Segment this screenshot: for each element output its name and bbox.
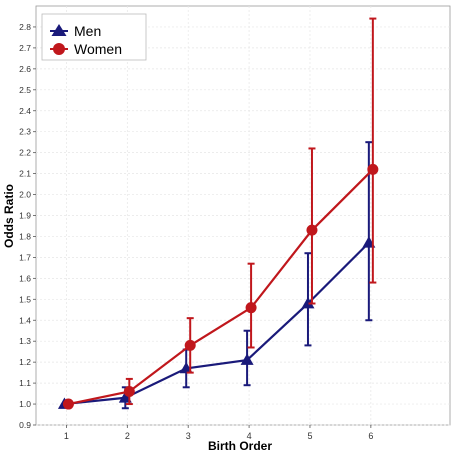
y-tick-label: 2.8 [19,22,31,32]
y-tick-label: 2.6 [19,64,31,74]
data-point [240,353,254,365]
data-point [62,398,74,410]
data-point [123,385,135,397]
y-tick-label: 1.3 [19,336,31,346]
y-tick-label: 1.8 [19,231,31,241]
data-point [367,163,379,175]
x-tick-label: 4 [247,431,252,441]
x-tick-label: 6 [368,431,373,441]
series-line [68,168,374,406]
data-point [306,224,318,236]
legend-label: Women [74,41,122,57]
y-tick-label: 1.0 [19,399,31,409]
series-women [62,17,379,410]
x-axis-title: Birth Order [208,439,272,453]
y-tick-label: 1.9 [19,211,31,221]
legend-triangle-marker [51,24,67,36]
y-tick-label: 1.6 [19,273,31,283]
y-tick-label: 2.1 [19,169,31,179]
series-line [64,241,370,406]
data-point [245,302,257,314]
y-tick-label: 1.1 [19,378,31,388]
y-tick-label: 1.2 [19,357,31,367]
y-tick-label: 0.9 [19,420,31,430]
legend: Men Women [41,13,147,61]
x-tick-label: 1 [64,431,69,441]
data-point [184,339,196,351]
grid-lines [36,6,450,426]
data-point [301,296,315,309]
legend-label: Men [74,23,101,39]
y-tick-label: 1.4 [19,315,31,325]
x-tick-label: 5 [307,431,312,441]
y-tick-label: 2.4 [19,106,31,116]
y-tick-label: 2.3 [19,127,31,137]
legend-item-women: Women [50,41,122,57]
y-tick-label: 1.7 [19,252,31,262]
y-axis-title: Odds Ratio [2,184,16,248]
y-tick-label: 2.0 [19,190,31,200]
legend-circle-marker [53,43,65,55]
y-tick-label: 2.7 [19,43,31,53]
y-tick-label: 2.2 [19,148,31,158]
x-tick-label: 3 [186,431,191,441]
legend-item-men: Men [50,23,101,39]
y-tick-label: 1.5 [19,294,31,304]
axes: 0.9 1.0 1.1 1.2 1.3 1.4 1.5 1.6 1.7 1.8 1.9 2.0 2.1 2… [19,22,373,441]
y-tick-label: 2.5 [19,85,31,95]
x-tick-label: 2 [125,431,130,441]
series-layer [57,17,379,410]
